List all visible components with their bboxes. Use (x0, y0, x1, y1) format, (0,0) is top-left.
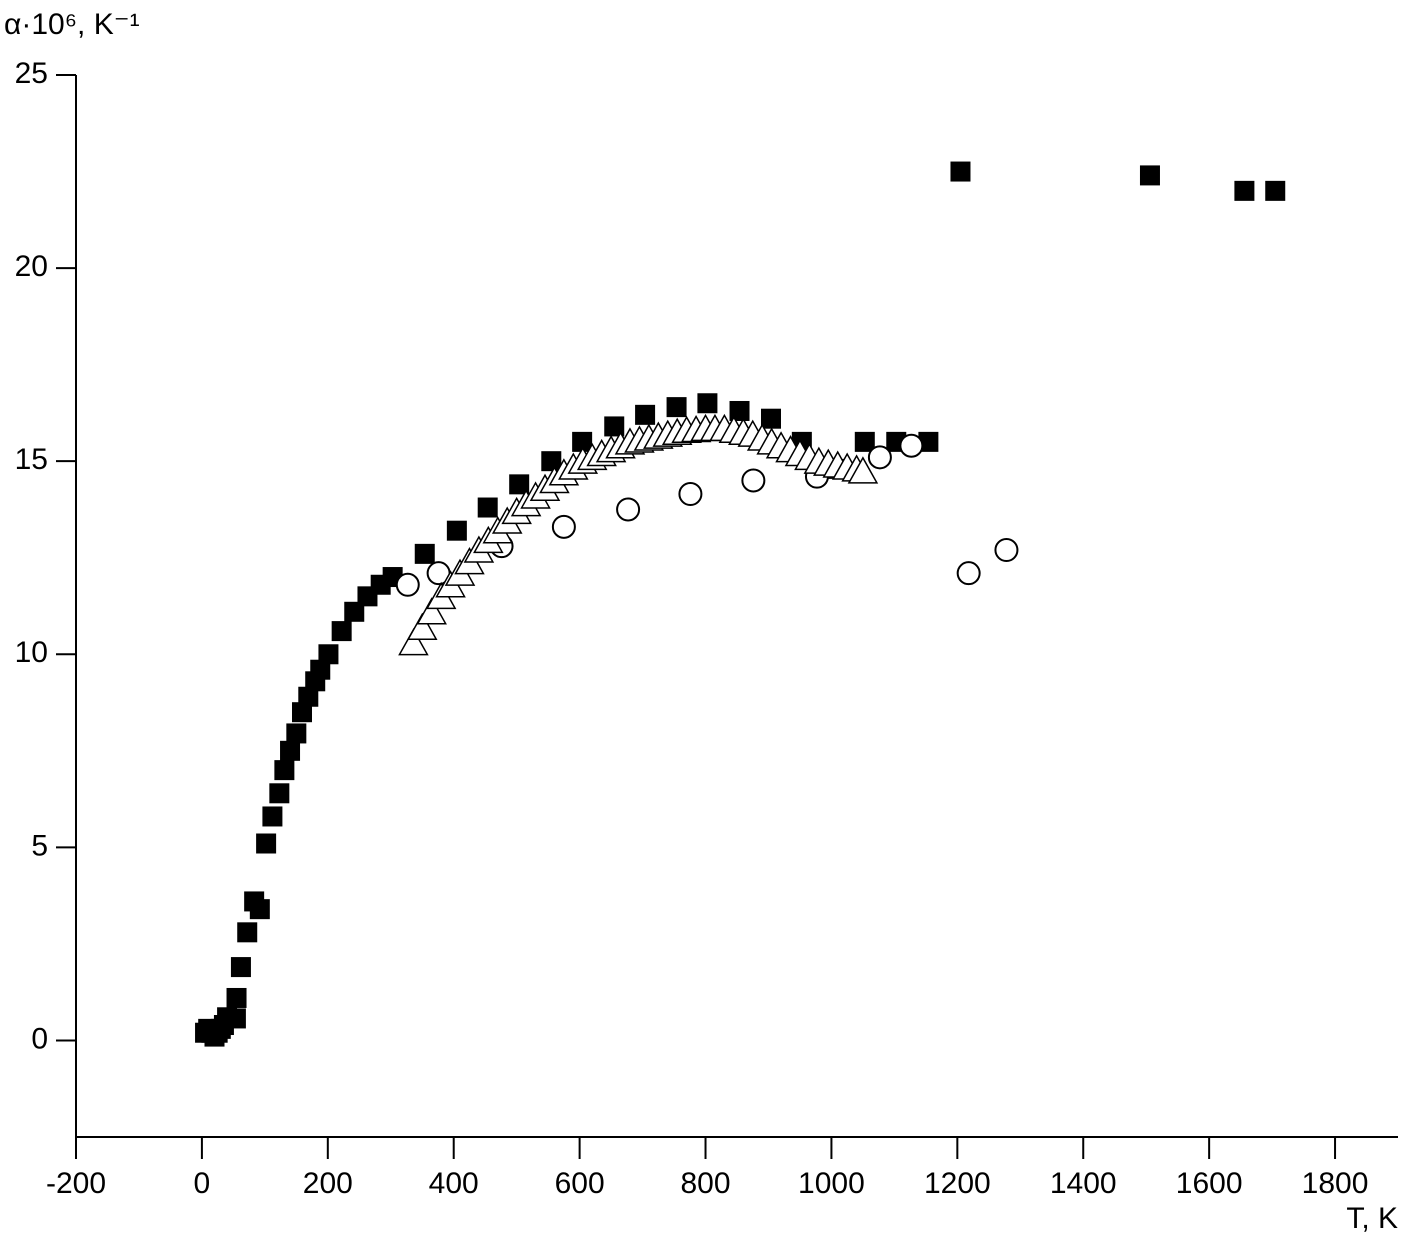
circle-point (994, 538, 1019, 563)
square-point (446, 520, 467, 541)
square-point (854, 431, 875, 452)
circle-point (616, 497, 641, 522)
triangle-point (406, 612, 438, 640)
triangle-point (416, 597, 447, 625)
square-point (509, 474, 530, 495)
square-point (298, 686, 319, 707)
x-axis-label: T, K (1346, 1202, 1398, 1235)
square-point (262, 806, 283, 827)
square-point (310, 659, 331, 680)
y-tick-label: 25 (15, 57, 48, 90)
square-point (729, 400, 750, 421)
square-point (635, 404, 656, 425)
square-point (477, 497, 498, 518)
y-tick-label: 10 (15, 636, 48, 669)
y-tick-label: 5 (31, 829, 48, 862)
x-tick-label: 1600 (1176, 1167, 1243, 1200)
circle-point (678, 482, 703, 507)
square-point (697, 393, 718, 414)
square-point (1139, 165, 1160, 186)
triangle-point (847, 456, 879, 484)
square-point (604, 416, 625, 437)
square-point (331, 621, 352, 642)
y-tick-label: 20 (15, 250, 48, 283)
triangle-point (398, 628, 429, 656)
circle-point (395, 572, 420, 597)
x-tick-label: 1400 (1050, 1167, 1117, 1200)
square-point (291, 702, 312, 723)
x-tick-label: -200 (46, 1167, 106, 1200)
square-point (1234, 180, 1255, 201)
y-tick-label: 0 (31, 1022, 48, 1055)
square-point (541, 451, 562, 472)
square-point (226, 987, 247, 1008)
y-axis-label: α·10⁶, K⁻¹ (4, 8, 140, 41)
x-tick-label: 1000 (798, 1167, 865, 1200)
circle-point (956, 561, 981, 586)
circle-point (867, 445, 892, 470)
square-point (256, 833, 277, 854)
x-tick-label: 600 (555, 1167, 605, 1200)
square-point (318, 644, 339, 665)
square-point (269, 783, 290, 804)
square-point (1265, 180, 1286, 201)
square-point (237, 922, 258, 943)
circle-point (551, 514, 576, 539)
square-point (918, 431, 939, 452)
square-point (760, 408, 781, 429)
x-tick-label: 1800 (1302, 1167, 1369, 1200)
x-tick-label: 800 (680, 1167, 730, 1200)
x-tick-label: 0 (194, 1167, 211, 1200)
square-point (666, 397, 687, 418)
square-point (274, 760, 295, 781)
square-point (249, 899, 270, 920)
square-point (230, 957, 251, 978)
square-point (286, 723, 307, 744)
x-tick-label: 200 (303, 1167, 353, 1200)
square-point (572, 431, 593, 452)
square-point (225, 1008, 246, 1029)
circle-point (741, 468, 766, 493)
square-point (950, 161, 971, 182)
square-point (414, 543, 435, 564)
x-tick-label: 400 (429, 1167, 479, 1200)
x-tick-label: 1200 (924, 1167, 991, 1200)
square-point (280, 740, 301, 761)
circle-point (899, 433, 924, 458)
square-point (344, 601, 365, 622)
y-tick-label: 15 (15, 443, 48, 476)
